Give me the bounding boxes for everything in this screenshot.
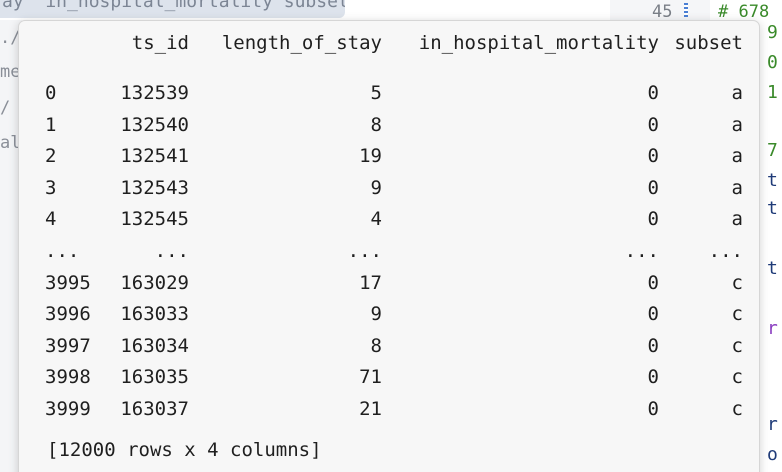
- ts-id-cell: 163029: [120, 271, 189, 294]
- row-index: 3997: [45, 334, 91, 357]
- subset-cell: c: [731, 303, 743, 326]
- length-of-stay-cell: 17: [359, 271, 382, 294]
- subset-cell: c: [731, 366, 743, 389]
- length-of-stay-cell: 4: [370, 208, 382, 231]
- ts-id-cell: 132539: [120, 82, 189, 104]
- row-index: 3: [45, 176, 57, 199]
- length-of-stay-cell: 8: [370, 113, 382, 136]
- dataframe-summary: [12000 rows x 4 columns]: [47, 439, 322, 461]
- background-left-code: ./ me. / al: [0, 20, 22, 472]
- row-index: 0: [45, 82, 57, 104]
- in-hospital-mortality-cell: 0: [647, 113, 659, 136]
- background-code-fragment: al: [0, 133, 21, 153]
- row-index: 3995: [45, 271, 91, 294]
- ts-id-cell: 132540: [120, 113, 189, 136]
- background-code-fragment: 0: [767, 52, 778, 73]
- row-index: 3998: [45, 366, 91, 389]
- background-code-fragment: o: [767, 444, 778, 465]
- background-code-fragment: t: [767, 170, 778, 191]
- subset-cell: a: [731, 113, 743, 136]
- table-row: 3999 163037 21 0 c: [19, 394, 759, 424]
- row-index: 3996: [45, 303, 91, 326]
- length-of-stay-cell: 9: [370, 176, 382, 199]
- in-hospital-mortality-cell: 0: [647, 145, 659, 168]
- length-of-stay-cell: 71: [359, 366, 382, 389]
- length-of-stay-cell: 8: [370, 334, 382, 357]
- column-header-length-of-stay: length_of_stay: [221, 32, 382, 54]
- subset-cell: a: [731, 176, 743, 199]
- in-hospital-mortality-cell: 0: [647, 303, 659, 326]
- in-hospital-mortality-cell: 0: [647, 176, 659, 199]
- in-hospital-mortality-cell: 0: [647, 82, 659, 104]
- background-code-fragment: 1: [767, 82, 778, 103]
- table-row: 3 132543 9 0 a: [19, 173, 759, 203]
- in-hospital-mortality-cell: 0: [647, 208, 659, 231]
- subset-cell: c: [731, 398, 743, 420]
- background-code-fragment: r: [767, 318, 778, 339]
- table-row: 0 132539 5 0 a: [19, 78, 759, 108]
- in-hospital-mortality-cell: ...: [624, 240, 659, 262]
- dataframe-header: ts_id length_of_stay in_hospital_mortali…: [19, 28, 759, 58]
- ts-id-cell: 163033: [120, 303, 189, 326]
- index-header: [45, 28, 115, 58]
- ts-id-cell: 132545: [120, 208, 189, 231]
- ts-id-cell: 163035: [120, 366, 189, 389]
- in-hospital-mortality-cell: 0: [647, 398, 659, 420]
- background-code-fragment: 7: [767, 140, 778, 161]
- column-header-ts-id: ts_id: [131, 32, 189, 54]
- length-of-stay-cell: 19: [359, 145, 382, 168]
- ts-id-cell: 163034: [120, 334, 189, 357]
- in-hospital-mortality-cell: 0: [647, 366, 659, 389]
- column-header-in-hospital-mortality: in_hospital_mortality: [418, 32, 659, 54]
- background-code-fragment: /: [0, 98, 11, 118]
- subset-cell: a: [731, 82, 743, 104]
- change-marker: [684, 3, 688, 17]
- column-header-subset: subset: [674, 32, 743, 54]
- table-row: 2 132541 19 0 a: [19, 141, 759, 171]
- table-row: 3996 163033 9 0 c: [19, 299, 759, 329]
- table-row: 4 132545 4 0 a: [19, 204, 759, 234]
- length-of-stay-cell: ...: [347, 240, 382, 262]
- length-of-stay-cell: 5: [370, 82, 382, 104]
- row-index: 3999: [45, 398, 91, 420]
- table-row: 1 132540 8 0 a: [19, 110, 759, 140]
- table-row: 3998 163035 71 0 c: [19, 362, 759, 392]
- table-row: 3997 163034 8 0 c: [19, 331, 759, 361]
- background-output-line: ay in_hospital_mortality subset: [0, 0, 345, 18]
- ts-id-cell: ...: [154, 240, 189, 262]
- subset-cell: ...: [708, 240, 743, 262]
- subset-cell: a: [731, 145, 743, 168]
- subset-cell: c: [731, 271, 743, 294]
- table-row: ...............: [19, 236, 759, 266]
- ts-id-cell: 132543: [120, 176, 189, 199]
- background-code-fragment: t: [767, 198, 778, 219]
- row-index: 1: [45, 113, 57, 136]
- ts-id-cell: 163037: [120, 398, 189, 420]
- ts-id-cell: 132541: [120, 145, 189, 168]
- line-number: 45: [652, 2, 673, 22]
- subset-cell: c: [731, 334, 743, 357]
- row-index: 2: [45, 145, 57, 168]
- background-code-fragment: t: [767, 258, 778, 279]
- code-comment: # 678: [718, 2, 770, 22]
- background-code-fragment: r: [767, 414, 778, 435]
- table-row: 3995 163029 17 0 c: [19, 268, 759, 298]
- in-hospital-mortality-cell: 0: [647, 271, 659, 294]
- row-index: ...: [45, 240, 80, 262]
- output-popup[interactable]: ts_id length_of_stay in_hospital_mortali…: [18, 20, 760, 472]
- length-of-stay-cell: 9: [370, 303, 382, 326]
- length-of-stay-cell: 21: [359, 398, 382, 420]
- background-output-text: ay in_hospital_mortality subset: [2, 0, 345, 12]
- subset-cell: a: [731, 208, 743, 231]
- background-code-fragment: me.: [0, 62, 22, 82]
- row-index: 4: [45, 208, 57, 231]
- background-code-fragment: ./: [0, 28, 21, 48]
- background-code-fragment: 9: [767, 22, 778, 43]
- in-hospital-mortality-cell: 0: [647, 334, 659, 357]
